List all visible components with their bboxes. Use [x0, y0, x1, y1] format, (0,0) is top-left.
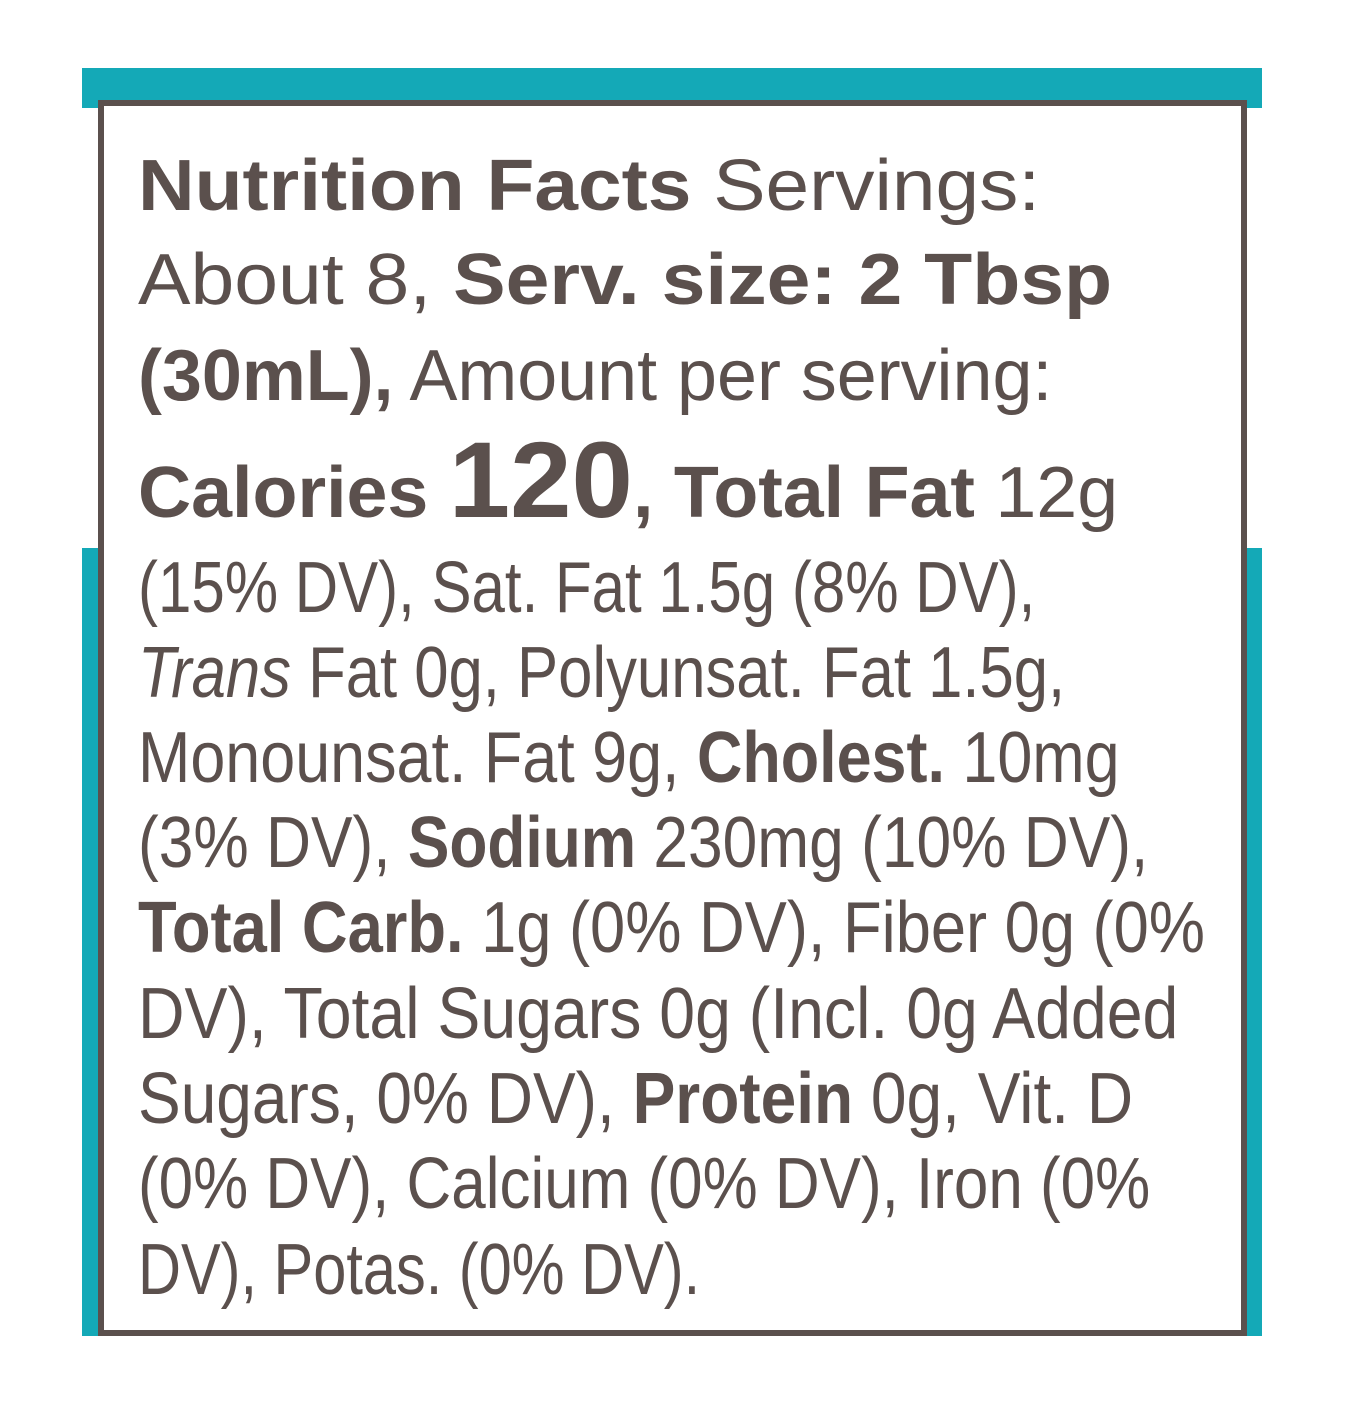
label-line: Nutrition Facts Servings: [138, 150, 1040, 222]
label-box [98, 100, 1247, 1336]
label-line: Monounsat. Fat 9g, Cholest. 10mg [138, 722, 1120, 794]
label-line: Sugars, 0% DV), Protein 0g, Vit. D [138, 1063, 1133, 1135]
label-segment: Nutrition Facts [138, 146, 692, 226]
teal-side [82, 548, 102, 1336]
label-segment: Amount per serving: [393, 336, 1053, 416]
label-line: (15% DV), Sat. Fat 1.5g (8% DV), [138, 552, 1035, 624]
label-line: About 8, Serv. size: 2 Tbsp [138, 244, 1112, 316]
label-line: Trans Fat 0g, Polyunsat. Fat 1.5g, [138, 637, 1065, 709]
label-segment: Cholest. [696, 718, 945, 798]
label-segment: Monounsat. Fat 9g, [138, 718, 697, 798]
label-segment: Sodium [407, 803, 637, 883]
label-segment: Serv. size: 2 Tbsp [453, 240, 1113, 320]
label-segment: Total Carb. [138, 888, 464, 968]
label-segment: (3% DV), [138, 803, 408, 883]
label-segment: 12g [974, 453, 1119, 533]
label-segment: Calories [138, 453, 449, 533]
label-segment: (0% DV), Calcium (0% DV), Iron (0% [138, 1144, 1151, 1224]
label-line: Calories 120, Total Fat 12g [138, 426, 1118, 534]
label-line: (30mL), Amount per serving: [138, 340, 1052, 412]
teal-side [1242, 548, 1262, 1336]
label-line: (0% DV), Calcium (0% DV), Iron (0% [138, 1148, 1150, 1220]
label-segment: 10mg [944, 718, 1120, 798]
label-segment: DV), Total Sugars 0g (Incl. 0g Added [138, 974, 1179, 1054]
label-segment: Fat 0g, Polyunsat. Fat 1.5g, [290, 633, 1066, 713]
label-line: Total Carb. 1g (0% DV), Fiber 0g (0% [138, 892, 1205, 964]
label-segment: DV), Potas. (0% DV). [138, 1230, 701, 1310]
label-segment: (15% DV), Sat. Fat 1.5g (8% DV), [138, 548, 1036, 628]
label-segment: Sugars, 0% DV), [138, 1059, 633, 1139]
label-segment: Trans [138, 633, 291, 713]
label-segment: (30mL), [138, 336, 394, 416]
label-segment: 120 [448, 419, 633, 540]
label-segment: Servings: [691, 146, 1041, 226]
label-segment: 0g, Vit. D [853, 1059, 1134, 1139]
label-line: (3% DV), Sodium 230mg (10% DV), [138, 807, 1148, 879]
label-segment: , Total Fat [632, 453, 975, 533]
label-line: DV), Potas. (0% DV). [138, 1234, 700, 1306]
label-segment: Protein [632, 1059, 854, 1139]
label-line: DV), Total Sugars 0g (Incl. 0g Added [138, 978, 1178, 1050]
label-segment: 230mg (10% DV), [636, 803, 1149, 883]
label-segment: About 8, [138, 240, 454, 320]
label-segment: 1g (0% DV), Fiber 0g (0% [463, 888, 1205, 968]
